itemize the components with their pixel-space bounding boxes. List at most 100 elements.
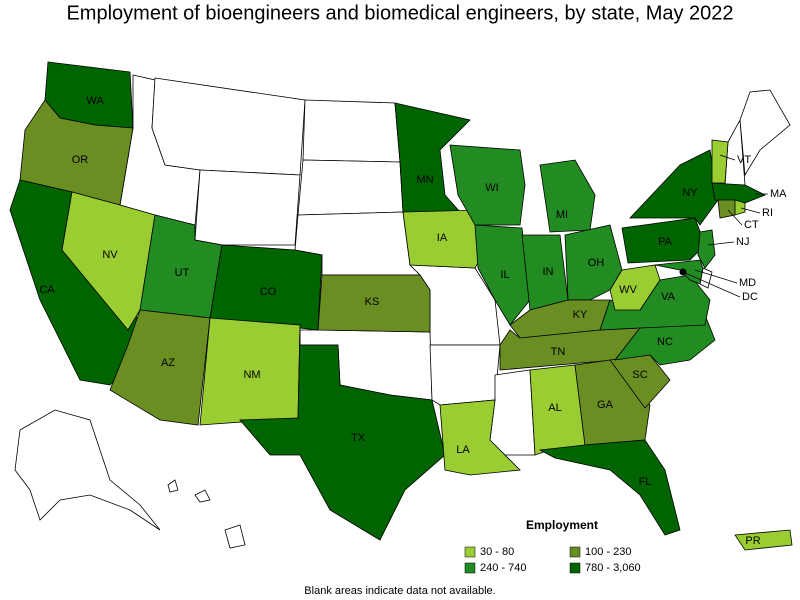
state-label: WA xyxy=(86,95,104,107)
state-label: NJ xyxy=(736,236,749,248)
leader-line xyxy=(682,271,741,298)
state-label: NM xyxy=(243,369,260,381)
state-label: WV xyxy=(619,284,637,296)
state-shape xyxy=(711,139,729,184)
legend-swatch xyxy=(464,546,476,558)
state-label: MD xyxy=(739,277,756,289)
state: NY xyxy=(629,149,719,226)
state-shape xyxy=(394,102,471,213)
state-shape xyxy=(654,259,704,285)
state-shape xyxy=(574,359,651,446)
state: CO xyxy=(209,244,323,331)
state-shape xyxy=(539,159,596,233)
state-blank xyxy=(739,89,791,177)
state: MN xyxy=(394,102,471,213)
state-shape xyxy=(209,244,323,331)
state-label: GA xyxy=(597,399,614,411)
state: IN xyxy=(521,234,569,311)
footnote: Blank areas indicate data not available. xyxy=(304,585,495,597)
legend-label: 240 - 740 xyxy=(480,562,526,574)
state-label: AZ xyxy=(161,357,175,369)
state-label: CT xyxy=(744,219,759,231)
state-blank xyxy=(429,344,501,406)
state-blank xyxy=(489,369,536,456)
state: OR xyxy=(19,99,134,206)
state-label: IA xyxy=(437,232,448,244)
state-label: TX xyxy=(351,432,366,444)
state-blank xyxy=(224,524,246,549)
state-label: CO xyxy=(260,286,277,298)
state-shape xyxy=(449,144,526,226)
state-label: MI xyxy=(556,209,568,221)
state-shape xyxy=(734,199,746,216)
state-blank xyxy=(151,77,306,176)
state: MD xyxy=(654,259,756,289)
state: KY xyxy=(509,299,611,339)
state: GA xyxy=(574,359,651,446)
legend: Employment 30 - 80 100 - 230 240 - 740 780 … xyxy=(464,518,641,574)
legend-title: Employment xyxy=(526,518,598,532)
state-label: PR xyxy=(745,535,760,547)
state-label: IL xyxy=(500,269,509,281)
legend-swatch xyxy=(569,546,581,558)
state: TX xyxy=(239,329,446,541)
state: NC xyxy=(614,314,716,366)
state-blank xyxy=(297,159,404,216)
state-shape xyxy=(609,264,661,311)
state-blank xyxy=(194,489,211,503)
legend-swatch xyxy=(569,562,581,574)
leader-line xyxy=(719,154,736,161)
state-label: OR xyxy=(72,154,89,166)
state: VT xyxy=(711,139,751,184)
state-label: LA xyxy=(456,444,470,456)
leader-line xyxy=(727,209,743,226)
state: WI xyxy=(449,144,526,226)
state-shape xyxy=(697,229,716,269)
state-label: OH xyxy=(588,257,605,269)
state-shape xyxy=(439,399,521,476)
state-label: FL xyxy=(639,476,652,488)
legend-swatch xyxy=(464,562,476,574)
state-shape xyxy=(317,274,431,333)
state: PA xyxy=(621,217,706,264)
state: AZ xyxy=(109,309,211,426)
state-shape xyxy=(239,329,446,541)
state-blank xyxy=(302,99,401,163)
legend-label: 30 - 80 xyxy=(480,546,514,558)
state-label: MN xyxy=(416,174,433,186)
state: RI xyxy=(734,199,773,219)
state-label: TN xyxy=(551,346,566,358)
state: FL xyxy=(538,439,681,536)
state-label: MA xyxy=(770,188,787,200)
state: MI xyxy=(539,159,596,233)
state-label: SC xyxy=(632,369,647,381)
state-label: UT xyxy=(175,267,190,279)
state-shape xyxy=(717,199,736,219)
legend-label: 100 - 230 xyxy=(585,546,631,558)
state: NM xyxy=(199,317,301,426)
leader-line xyxy=(740,207,761,214)
state-label: NV xyxy=(102,249,118,261)
state-label: KY xyxy=(573,309,588,321)
state-shape xyxy=(711,182,766,204)
state-label: CA xyxy=(39,284,55,296)
state: MA xyxy=(711,182,787,204)
state-blank xyxy=(167,479,179,493)
state-label: VT xyxy=(737,154,751,166)
state-blank xyxy=(14,409,161,531)
leader-line xyxy=(694,269,738,284)
blank-states xyxy=(14,74,791,549)
state: AL xyxy=(529,364,586,456)
state: NJ xyxy=(697,229,749,269)
state-shape xyxy=(538,439,681,536)
state-label: VA xyxy=(661,291,676,303)
state-blank xyxy=(194,169,301,246)
state: LA xyxy=(439,399,521,476)
state: DC xyxy=(679,268,758,303)
state-label: NC xyxy=(657,336,673,348)
states: WA OR CA NV UT CO AZ NM KS TX MN IA WI IL IN MI OH KY TN LA… xyxy=(9,61,793,551)
state-label: IN xyxy=(543,266,554,278)
state: CT xyxy=(717,199,759,231)
state: KS xyxy=(317,274,431,333)
